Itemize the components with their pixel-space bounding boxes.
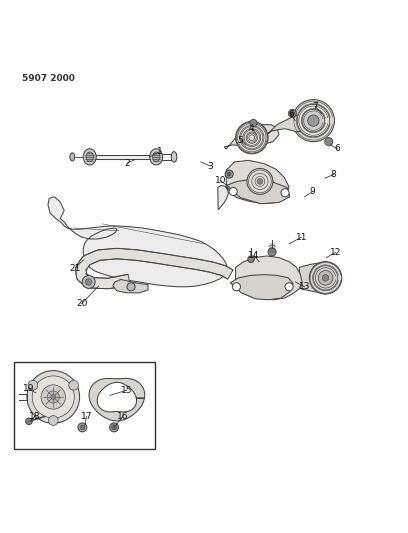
- Text: 19: 19: [23, 384, 35, 393]
- Circle shape: [49, 416, 58, 425]
- Text: 4: 4: [249, 124, 255, 133]
- Text: 3: 3: [207, 161, 213, 171]
- Text: 1: 1: [157, 147, 162, 156]
- Circle shape: [325, 138, 333, 146]
- Circle shape: [313, 265, 338, 290]
- Text: 18: 18: [29, 412, 40, 421]
- Circle shape: [51, 394, 55, 399]
- Ellipse shape: [171, 151, 177, 162]
- Polygon shape: [263, 115, 313, 138]
- Circle shape: [235, 122, 268, 154]
- Polygon shape: [113, 279, 148, 293]
- Circle shape: [322, 274, 329, 281]
- Ellipse shape: [85, 279, 92, 285]
- Circle shape: [229, 188, 237, 196]
- Circle shape: [281, 189, 289, 197]
- Polygon shape: [218, 185, 228, 210]
- Circle shape: [69, 381, 78, 390]
- Polygon shape: [299, 262, 326, 294]
- Ellipse shape: [70, 153, 75, 161]
- Text: 8: 8: [331, 170, 337, 179]
- Circle shape: [309, 262, 342, 294]
- Ellipse shape: [86, 152, 93, 161]
- Circle shape: [32, 376, 74, 418]
- Polygon shape: [235, 256, 302, 300]
- Bar: [13, 362, 155, 449]
- Text: 5: 5: [237, 135, 243, 144]
- Circle shape: [112, 425, 116, 430]
- Circle shape: [127, 282, 135, 291]
- Circle shape: [247, 168, 273, 195]
- Circle shape: [288, 109, 296, 117]
- Circle shape: [250, 119, 257, 127]
- Circle shape: [290, 111, 294, 115]
- Text: 15: 15: [121, 385, 133, 394]
- Text: 20: 20: [76, 300, 87, 308]
- Ellipse shape: [153, 152, 160, 161]
- Polygon shape: [89, 155, 157, 159]
- Text: 7: 7: [313, 102, 318, 111]
- Text: 9: 9: [310, 187, 315, 196]
- Text: 2: 2: [124, 159, 130, 168]
- Text: 21: 21: [69, 264, 81, 272]
- Circle shape: [285, 282, 293, 291]
- Text: 6: 6: [288, 110, 294, 119]
- Text: 6: 6: [335, 144, 341, 154]
- Text: 13: 13: [299, 282, 310, 291]
- Circle shape: [41, 385, 65, 409]
- Circle shape: [297, 104, 330, 137]
- Ellipse shape: [150, 149, 163, 165]
- Text: 17: 17: [81, 412, 92, 421]
- Circle shape: [28, 381, 38, 390]
- Polygon shape: [75, 248, 233, 289]
- Polygon shape: [48, 197, 228, 287]
- Circle shape: [318, 271, 333, 285]
- Circle shape: [110, 423, 118, 432]
- Circle shape: [248, 256, 254, 262]
- Polygon shape: [224, 125, 279, 149]
- Circle shape: [268, 248, 276, 256]
- Polygon shape: [231, 274, 293, 300]
- Polygon shape: [89, 378, 145, 421]
- Circle shape: [80, 425, 85, 430]
- Circle shape: [78, 423, 87, 432]
- Circle shape: [293, 100, 335, 142]
- Ellipse shape: [82, 276, 95, 288]
- Circle shape: [227, 172, 231, 176]
- Text: 11: 11: [295, 233, 307, 242]
- Text: 16: 16: [117, 412, 129, 421]
- Circle shape: [27, 370, 80, 423]
- Circle shape: [302, 109, 325, 132]
- Circle shape: [47, 391, 59, 403]
- Circle shape: [233, 282, 240, 291]
- Text: 10: 10: [215, 176, 226, 185]
- Text: 5907 2000: 5907 2000: [22, 74, 75, 83]
- Ellipse shape: [83, 149, 96, 165]
- Circle shape: [225, 170, 233, 178]
- Polygon shape: [226, 180, 290, 204]
- Polygon shape: [226, 160, 289, 204]
- Text: 12: 12: [330, 248, 341, 257]
- Circle shape: [308, 115, 319, 126]
- Circle shape: [26, 418, 32, 425]
- Text: 14: 14: [248, 251, 259, 260]
- Circle shape: [257, 179, 263, 184]
